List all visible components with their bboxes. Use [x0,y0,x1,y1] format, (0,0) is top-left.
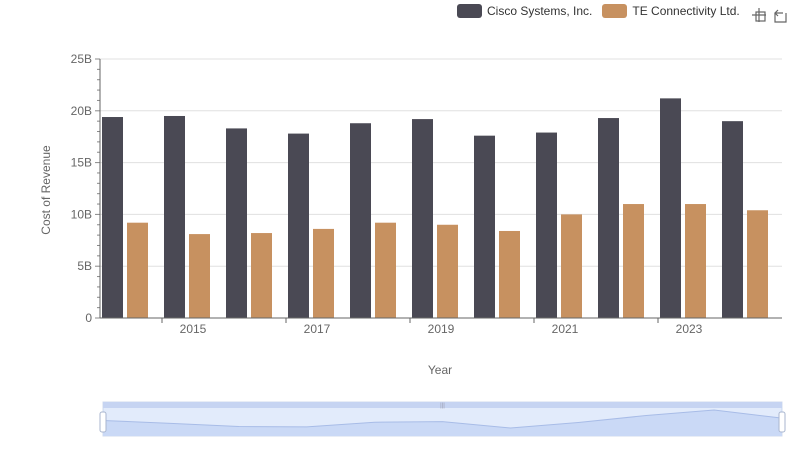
legend-swatch-cisco [457,4,482,18]
bar-cisco-2023[interactable] [660,98,681,318]
legend-item-te[interactable]: TE Connectivity Ltd. [602,4,740,18]
bar-te-2021[interactable] [561,214,582,318]
y-tick-label: 20B [71,104,92,118]
restore-icon[interactable] [772,6,790,24]
zoom-handle-right[interactable] [778,411,786,433]
y-tick-label: 10B [71,207,92,221]
bar-te-2015[interactable] [189,234,210,318]
bar-cisco-2019[interactable] [412,119,433,318]
bar-te-2020[interactable] [499,230,520,318]
y-tick-label: 25B [71,52,92,66]
bar-te-2022[interactable] [623,204,644,318]
zoom-area [103,410,782,436]
bar-cisco-2014[interactable] [102,117,123,319]
bar-cisco-2024[interactable] [722,121,743,318]
y-tick-label: 5B [77,259,92,273]
bar-te-2018[interactable] [375,222,396,318]
x-tick-label: 2019 [428,322,455,336]
x-tick-label: 2017 [304,322,331,336]
legend: Cisco Systems, Inc. TE Connectivity Ltd. [457,4,750,18]
x-tick-label: 2015 [180,322,207,336]
bar-te-2017[interactable] [313,228,334,318]
bar-te-2024[interactable] [747,210,768,318]
bar-cisco-2021[interactable] [536,132,557,318]
bar-te-2016[interactable] [251,233,272,318]
zoom-top-bar [103,402,782,408]
bar-cisco-2022[interactable] [598,118,619,318]
y-tick-label: 0 [85,311,92,325]
bars [102,98,768,319]
bar-te-2014[interactable] [127,222,148,318]
legend-label-cisco: Cisco Systems, Inc. [487,4,593,18]
zoom-line [102,409,783,429]
bar-cisco-2020[interactable] [474,135,495,318]
y-tick-label: 15B [71,156,92,170]
axes: 0 5B 10B 15B 20B 25B 2015 2017 2019 2021 2023 [71,52,782,336]
zoom-handle-left[interactable] [99,411,107,433]
x-tick-label: 2023 [676,322,703,336]
zoom-grip-icon: ||| [440,403,445,409]
bar-cisco-2015[interactable] [164,115,185,318]
data-zoom-slider[interactable]: ||| [99,401,786,437]
toolbox [746,6,790,24]
bar-cisco-2016[interactable] [226,128,247,318]
bar-cisco-2018[interactable] [350,123,371,319]
zoom-icon[interactable] [750,6,768,24]
y-axis-label: Cost of Revenue [39,145,53,235]
legend-swatch-te [602,4,628,18]
bar-te-2023[interactable] [685,204,706,318]
x-tick-label: 2021 [552,322,579,336]
bar-te-2019[interactable] [437,224,458,318]
legend-label-te: TE Connectivity Ltd. [632,4,740,18]
x-axis-label: Year [428,363,452,377]
legend-item-cisco[interactable]: Cisco Systems, Inc. [457,4,592,18]
bar-cisco-2017[interactable] [288,133,309,318]
